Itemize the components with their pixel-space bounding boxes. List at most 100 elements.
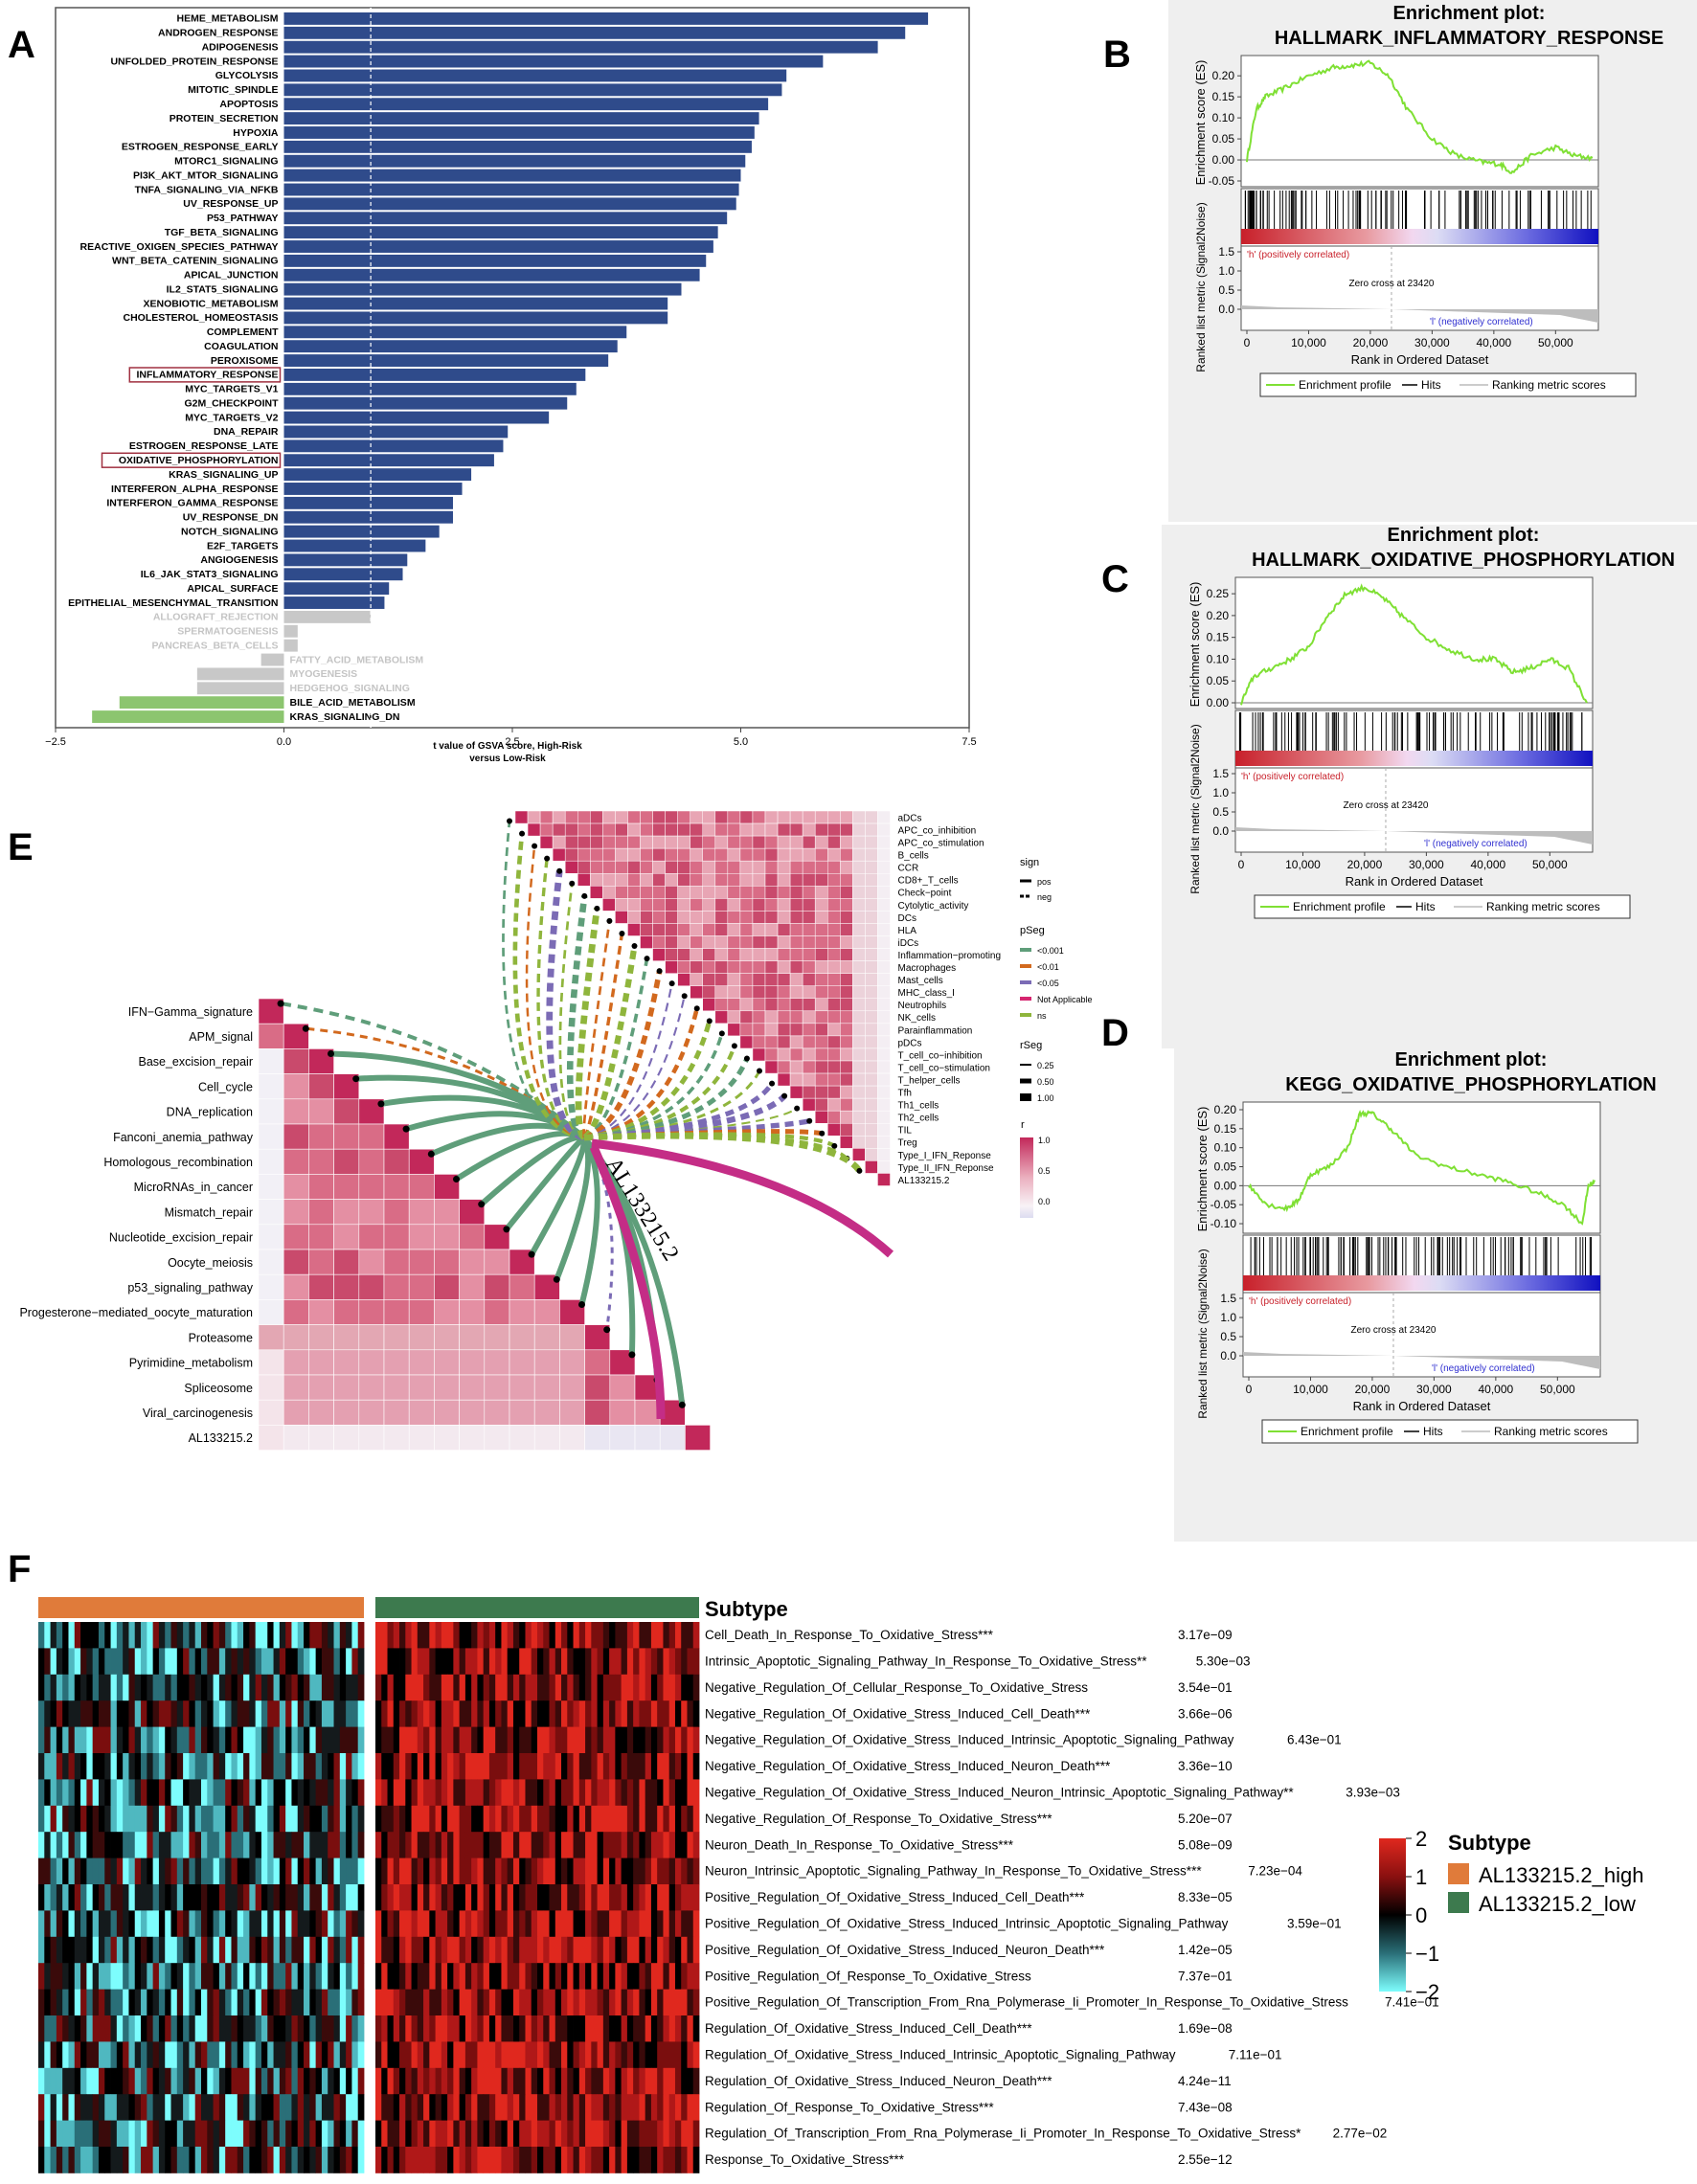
heatmap-cell — [411, 1700, 419, 1727]
matrix-cell — [615, 873, 628, 887]
row-label: Negative_Regulation_Of_Oxidative_Stress_… — [705, 1785, 1294, 1799]
heatmap-cell — [183, 1622, 190, 1649]
heatmap-cell — [519, 2041, 526, 2069]
heatmap-cell — [633, 1858, 640, 1885]
heatmap-cell — [531, 1936, 538, 1964]
matrix-cell — [802, 835, 816, 849]
heatmap-cell — [110, 1726, 118, 1754]
legend-label: <0.001 — [1037, 946, 1064, 956]
heatmap-cell — [609, 1779, 616, 1807]
heatmap-cell — [56, 2067, 63, 2095]
x-tick-label: 30,000 — [1414, 336, 1450, 349]
heatmap-cell — [218, 1858, 226, 1885]
heatmap-cell — [435, 1700, 442, 1727]
heatmap-cell — [591, 1989, 598, 2016]
heatmap-cell — [537, 1963, 544, 1990]
row-label: Cell_Death_In_Response_To_Oxidative_Stre… — [705, 1628, 994, 1642]
heatmap-cell — [447, 1753, 454, 1780]
heatmap-cell — [645, 1936, 652, 1964]
heatmap-cell — [441, 2094, 448, 2121]
heatmap-cell — [585, 1910, 592, 1938]
heatmap-cell — [687, 2147, 694, 2173]
matrix-cell — [640, 873, 653, 887]
heatmap-cell — [554, 1858, 562, 1885]
matrix-cell — [840, 911, 853, 924]
matrix-cell — [739, 1023, 754, 1037]
heatmap-cell — [573, 1936, 580, 1964]
matrix-cell — [840, 1110, 853, 1124]
heatmap-cell — [74, 2094, 81, 2121]
matrix-cell — [752, 1010, 766, 1024]
heatmap-cell — [92, 1753, 100, 1780]
heatmap-cell — [435, 2015, 442, 2042]
matrix-cell — [877, 948, 891, 961]
heatmap-cell — [50, 2094, 57, 2121]
heatmap-cell — [645, 2120, 652, 2148]
heatmap-cell — [621, 2041, 628, 2069]
heatmap-cell — [165, 1674, 171, 1701]
heatmap-cell — [650, 1989, 658, 2016]
heatmap-cell — [495, 1648, 502, 1676]
link-line — [566, 895, 588, 1141]
heatmap-cell — [80, 1963, 87, 1990]
heatmap-cell — [507, 2015, 514, 2042]
heatmap-cell — [417, 2120, 424, 2148]
heatmap-cell — [279, 1936, 286, 1964]
matrix-cell — [714, 886, 729, 899]
heatmap-cell — [393, 1963, 400, 1990]
matrix-cell — [714, 960, 729, 974]
heatmap-cell — [116, 1622, 124, 1649]
heatmap-cell — [304, 1989, 310, 2016]
matrix-cell — [852, 998, 866, 1012]
heatmap-cell — [165, 1963, 171, 1990]
x-tick-label: 50,000 — [1540, 1383, 1575, 1396]
heatmap-cell — [459, 2120, 466, 2148]
heatmap-cell — [309, 2120, 317, 2148]
matrix-cell — [459, 1399, 486, 1426]
heatmap-cell — [165, 1753, 171, 1780]
matrix-cell — [727, 960, 741, 974]
heatmap-cell — [668, 1858, 676, 1885]
heatmap-cell — [50, 2067, 57, 2095]
heatmap-cell — [243, 1858, 250, 1885]
heatmap-cell — [273, 1884, 281, 1911]
heatmap-cell — [554, 1753, 562, 1780]
heatmap-cell — [435, 2041, 442, 2069]
x-axis-title: versus Low-Risk — [469, 754, 546, 764]
matrix-cell — [677, 873, 690, 887]
heatmap-cell — [501, 1805, 509, 1833]
heatmap-cell — [501, 1858, 509, 1885]
heatmap-cell — [692, 1622, 700, 1649]
heatmap-cell — [170, 2041, 178, 2069]
heatmap-cell — [273, 1963, 281, 1990]
heatmap-cell — [429, 1674, 436, 1701]
heatmap-cell — [98, 1622, 105, 1649]
heatmap-cell — [501, 1832, 509, 1858]
heatmap-cell — [189, 2094, 196, 2121]
heatmap-cell — [597, 1832, 604, 1858]
heatmap-cell — [591, 2041, 598, 2069]
matrix-cell — [677, 898, 690, 912]
heatmap-cell — [531, 1753, 538, 1780]
heatmap-cell — [561, 1674, 568, 1701]
matrix-cell — [789, 948, 803, 961]
heatmap-cell — [68, 1648, 76, 1676]
heatmap-row — [38, 1753, 700, 1780]
heatmap-cell — [464, 1989, 472, 2016]
matrix-cell — [739, 911, 754, 924]
scale-tick-label: 0 — [1415, 1903, 1427, 1927]
matrix-cell — [564, 810, 578, 824]
heatmap-cell — [561, 1858, 568, 1885]
heatmap-cell — [692, 1858, 700, 1885]
heatmap-cell — [291, 1858, 299, 1885]
heatmap-cell — [304, 2067, 310, 2095]
heatmap-cell — [165, 1726, 171, 1754]
heatmap-cell — [633, 2120, 640, 2148]
matrix-cell — [789, 1023, 803, 1037]
heatmap-cell — [393, 1858, 400, 1885]
heatmap-cell — [488, 1700, 496, 1727]
heatmap-cell — [201, 2147, 208, 2173]
right-row-label: DCs — [898, 913, 916, 924]
heatmap-cell — [267, 1884, 274, 1911]
heatmap-cell — [375, 1622, 382, 1649]
